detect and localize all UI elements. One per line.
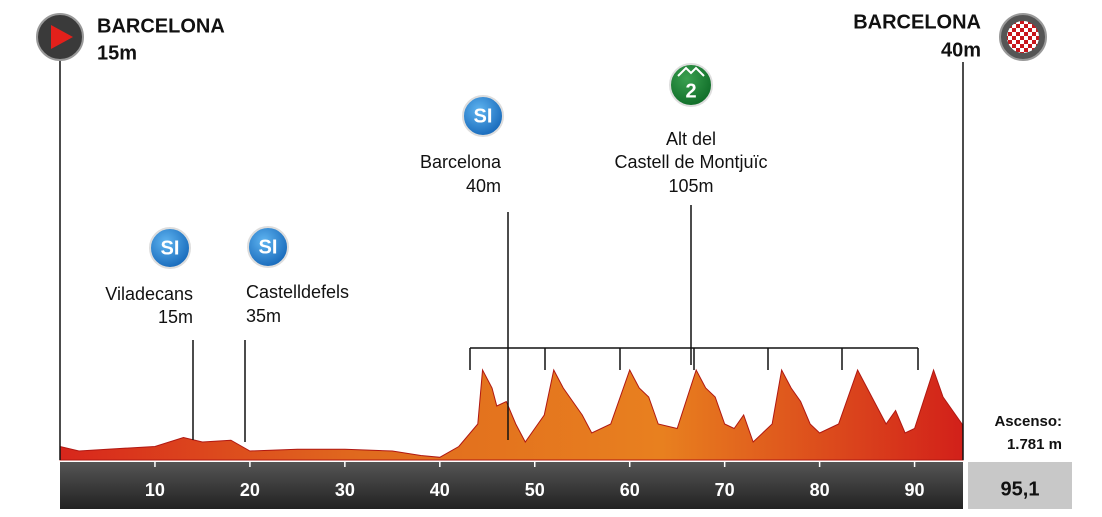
start-arrow <box>51 25 73 49</box>
sprint-icon-text: SI <box>161 237 180 259</box>
start-name: BARCELONA <box>97 15 225 37</box>
x-tick-label: 30 <box>335 480 355 500</box>
elevation-area <box>59 368 964 461</box>
distance-box <box>968 462 1072 509</box>
point-name: Castelldefels <box>246 282 349 302</box>
x-tick-label: 20 <box>240 480 260 500</box>
point-name: Castell de Montjuïc <box>614 152 767 172</box>
sprint-icon <box>149 227 191 269</box>
x-tick-label: 40 <box>430 480 450 500</box>
x-tick-label: 70 <box>715 480 735 500</box>
point-elevation: 15m <box>158 307 193 327</box>
point-elevation: 105m <box>668 176 713 196</box>
point-elevation: 35m <box>246 306 281 326</box>
point-elevation: 40m <box>466 176 501 196</box>
sprint-icon-text: SI <box>259 236 278 258</box>
x-tick-label: 80 <box>810 480 830 500</box>
x-tick-label: 10 <box>145 480 165 500</box>
total-distance: 95,1 <box>1001 478 1040 500</box>
ascent-value: 1.781 m <box>1007 436 1062 453</box>
climb-mountain <box>677 66 705 77</box>
sprint-icon <box>247 226 289 268</box>
sprint-icon-text: SI <box>474 105 493 127</box>
profile-layer <box>59 368 964 461</box>
x-axis-bar <box>60 462 963 509</box>
x-tick-label: 60 <box>620 480 640 500</box>
x-tick-label: 90 <box>905 480 925 500</box>
lap-bracket <box>469 347 919 370</box>
point-name: Alt del <box>666 129 716 149</box>
x-tick-label: 50 <box>525 480 545 500</box>
point-name: Viladecans <box>105 284 193 304</box>
start-elevation: 15m <box>97 42 137 64</box>
climb-category: 2 <box>685 80 696 102</box>
finish-name: BARCELONA <box>853 11 981 33</box>
finish-flag <box>1007 21 1039 53</box>
point-name: Barcelona <box>420 152 502 172</box>
finish-elevation: 40m <box>941 39 981 61</box>
sprint-icon <box>462 95 504 137</box>
ascent-label: Ascenso: <box>994 413 1062 430</box>
